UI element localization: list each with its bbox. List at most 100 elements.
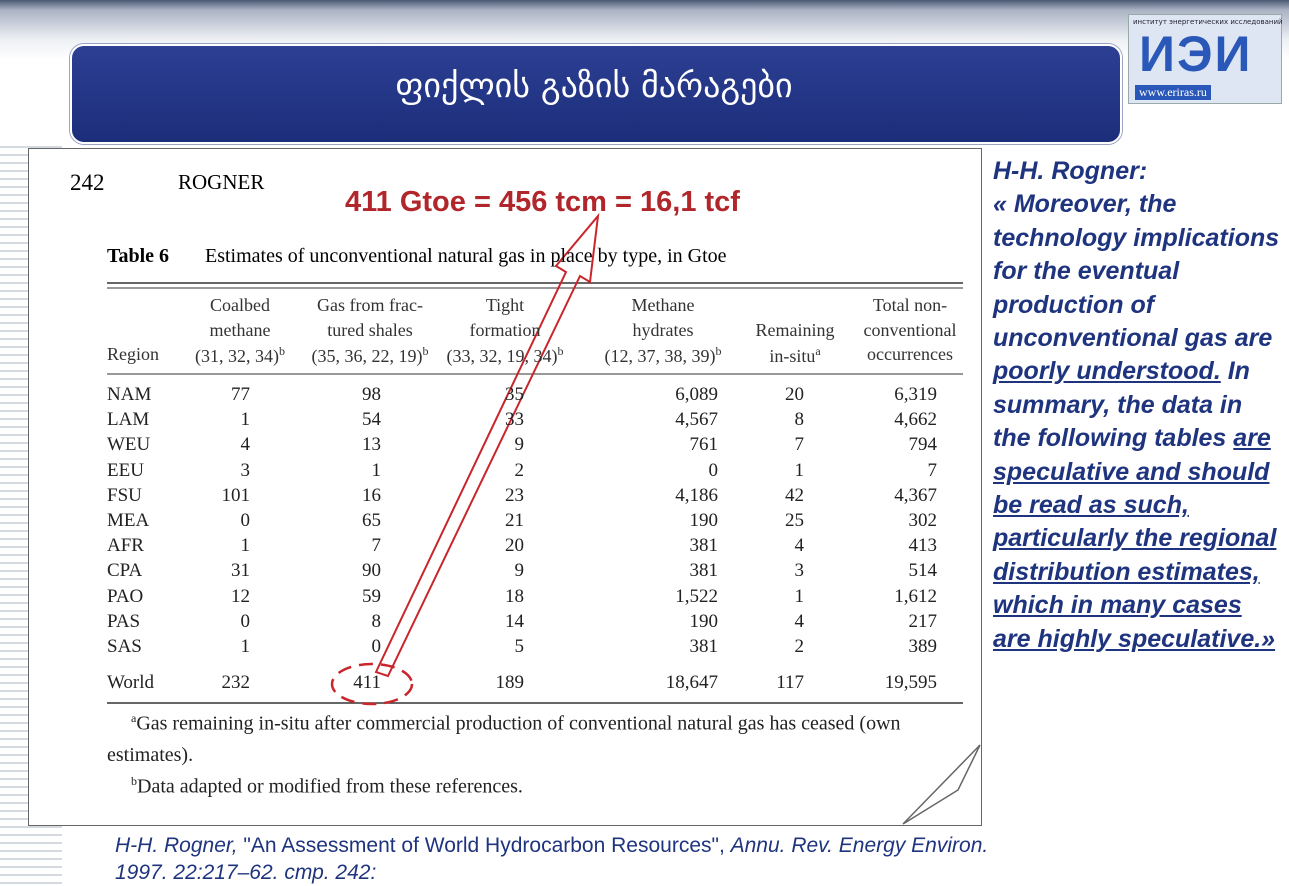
column-header: formation xyxy=(405,320,605,341)
column-header: (12, 37, 38, 39)b xyxy=(563,344,763,367)
table-cell: 1 xyxy=(371,459,382,481)
table-caption: Estimates of unconventional natural gas … xyxy=(205,245,727,267)
logo-url: www.eriras.ru xyxy=(1135,85,1211,100)
column-header-text: Remaining xyxy=(755,319,835,340)
footnote-mark: a xyxy=(131,711,137,725)
table-cell: 0 xyxy=(240,610,251,632)
quote-text: « Moreover, the technology implications … xyxy=(993,190,1280,353)
table-cell: 190 xyxy=(689,510,719,531)
table-cell: 9 xyxy=(514,560,525,582)
row-label: World xyxy=(107,672,155,693)
table-cell: 20 xyxy=(505,535,524,557)
table-cell: 18,647 xyxy=(665,672,718,693)
column-header: tured shales xyxy=(270,320,470,341)
column-header-text: occurrences xyxy=(867,344,953,364)
logo-text: институт энергетических исследований xyxy=(1133,18,1283,26)
quote-text: In summary, the data in the following ta… xyxy=(993,357,1250,453)
title-banner xyxy=(70,44,1122,144)
logo-mark: ИЭИ xyxy=(1139,26,1253,82)
table-cell: 31 xyxy=(231,560,250,582)
column-header: Gas from frac- xyxy=(270,295,470,316)
table-cell: 19,595 xyxy=(884,672,937,693)
citation: H-H. Rogner, "An Assessment of World Hyd… xyxy=(115,832,995,886)
row-label: AFR xyxy=(107,535,144,557)
table-cell: 1 xyxy=(794,459,805,481)
column-header-text: Region xyxy=(107,344,159,364)
column-header: Coalbed xyxy=(140,295,340,316)
table-cell: 794 xyxy=(908,434,938,456)
footnote: bData adapted or modified from these ref… xyxy=(107,766,977,803)
column-header-text: in-situ xyxy=(769,346,816,366)
column-header-text: tured shales xyxy=(327,319,413,340)
row-label: PAO xyxy=(107,585,144,607)
table-cell: 381 xyxy=(689,636,719,657)
column-header: (35, 36, 22, 19)b xyxy=(270,344,470,367)
table-cell: 101 xyxy=(221,484,251,506)
footnote-text: Data adapted or modified from these refe… xyxy=(137,775,523,798)
table-cell: 35 xyxy=(505,384,524,405)
table-cell: 1,612 xyxy=(894,585,937,607)
quote: H-H. Rogner: « Moreover, the technology i… xyxy=(993,155,1285,656)
column-header-sup: b xyxy=(557,344,564,358)
table-cell: 381 xyxy=(689,560,719,582)
footnote-text: Gas remaining in-situ after commercial p… xyxy=(107,712,901,766)
paper xyxy=(28,148,982,826)
running-head: ROGNER xyxy=(178,170,265,194)
table-cell: 4,662 xyxy=(894,409,937,431)
table-cell: 761 xyxy=(689,434,719,456)
row-label: CPA xyxy=(107,560,143,582)
table-cell: 4,186 xyxy=(675,484,718,506)
table-cell: 190 xyxy=(689,610,719,632)
column-header-sup: b xyxy=(715,344,722,358)
column-header-text: (31, 32, 34) xyxy=(195,346,279,366)
column-header-sup: b xyxy=(422,344,429,358)
row-label: FSU xyxy=(107,484,142,506)
table-cell: 1,522 xyxy=(675,585,718,607)
table-cell: 1 xyxy=(794,585,805,607)
quote-text: poorly understood. xyxy=(993,357,1221,386)
table-cell: 9 xyxy=(514,434,525,456)
column-header: occurrences xyxy=(810,344,1010,365)
table-cell: 0 xyxy=(371,636,382,657)
footnote-mark: b xyxy=(131,774,137,788)
table-cell: 302 xyxy=(908,510,938,531)
column-header-text: methane xyxy=(209,319,271,340)
quote-heading: H-H. Rogner: xyxy=(993,157,1148,185)
folded-corner xyxy=(902,744,981,825)
column-header: (33, 32, 19, 34)b xyxy=(405,344,605,367)
column-header: Tight xyxy=(405,295,605,316)
table-cell: 189 xyxy=(495,672,525,693)
column-header-text: formation xyxy=(469,319,541,340)
table-label: Table 6 xyxy=(107,245,170,267)
table-cell: 18 xyxy=(505,585,524,607)
table-cell: 98 xyxy=(362,384,381,405)
table-cell: 1 xyxy=(240,535,251,557)
table-cell: 8 xyxy=(794,409,805,431)
slide-title: ფიქლის გაზის მარაგები xyxy=(395,66,793,106)
table-cell: 2 xyxy=(794,636,805,657)
citation-text: "An Assessment of World Hydrocarbon Reso… xyxy=(243,834,731,857)
table-cell: 0 xyxy=(708,459,719,481)
quote-text: are speculative and should be read as su… xyxy=(993,424,1277,653)
table-cell: 3 xyxy=(794,560,805,582)
table-cell: 5 xyxy=(514,636,525,657)
table-cell: 7 xyxy=(371,535,382,557)
table-cell: 8 xyxy=(371,610,382,632)
table-cell: 3 xyxy=(240,459,251,481)
table-cell: 1 xyxy=(240,409,251,431)
column-header: Remaining xyxy=(695,320,895,341)
column-header: methane xyxy=(140,320,340,341)
column-header: Methane xyxy=(563,295,763,316)
table-cell: 33 xyxy=(505,409,524,431)
table-cell: 117 xyxy=(776,672,804,693)
citation-text: H-H. Rogner, xyxy=(115,834,244,857)
table-cell: 4 xyxy=(794,610,805,632)
column-header-sup: b xyxy=(279,344,285,358)
column-header: (31, 32, 34)b xyxy=(140,344,340,367)
table-cell: 4 xyxy=(240,434,251,456)
table-cell: 381 xyxy=(689,535,719,557)
column-header: Region xyxy=(107,344,159,365)
table-cell: 16 xyxy=(362,484,381,506)
table-cell: 65 xyxy=(362,510,381,531)
